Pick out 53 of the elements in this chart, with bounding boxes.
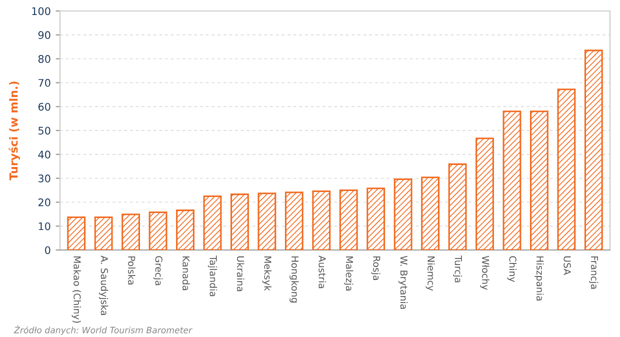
- x-tick-label: Hongkong: [290, 256, 299, 302]
- bar: [339, 189, 358, 250]
- bar: [122, 214, 140, 250]
- x-tick-label: Meksyk: [262, 256, 272, 291]
- x-tick-label: Austria: [318, 256, 326, 288]
- bar: [312, 190, 331, 250]
- x-tick-label: Francja: [589, 256, 598, 289]
- bar: [421, 176, 440, 250]
- x-tick-label: Chiny: [507, 256, 517, 282]
- bar: [366, 188, 386, 250]
- bar: [476, 138, 494, 250]
- y-axis-title: Turyści (w mln.): [8, 82, 20, 180]
- x-tick-label: Rosja: [371, 256, 380, 280]
- x-tick-label: Niemcy: [426, 256, 435, 291]
- bar: [258, 192, 276, 250]
- x-tick-label: USA: [564, 256, 571, 276]
- bar: [284, 192, 304, 250]
- bar: [203, 195, 222, 250]
- y-tick-label: 90: [38, 31, 50, 40]
- bar: [448, 163, 467, 250]
- bar: [94, 216, 113, 250]
- bar: [584, 50, 603, 250]
- bar: [67, 216, 86, 250]
- bar: [230, 194, 249, 250]
- bar: [530, 110, 548, 250]
- x-tick-label: Makao (Chiny): [72, 256, 81, 323]
- bar: [502, 110, 522, 250]
- x-tick-label: Malezja: [344, 256, 354, 290]
- y-tick-label: 70: [38, 78, 50, 87]
- y-tick-label: 20: [38, 198, 50, 206]
- y-tick-label: 30: [38, 174, 50, 182]
- bar: [148, 211, 168, 250]
- bar: [394, 178, 412, 250]
- bar: [176, 210, 194, 250]
- x-tick-label: Polska: [128, 256, 136, 284]
- y-tick-label: 0: [45, 246, 50, 254]
- x-tick-label: Ukraina: [236, 256, 244, 292]
- x-tick-label: Włochy: [480, 256, 490, 290]
- x-tick-label: Tajlandia: [208, 256, 218, 296]
- x-tick-label: Grecja: [153, 256, 163, 286]
- y-tick-label: 60: [38, 102, 50, 111]
- y-tick-label: 80: [38, 55, 50, 63]
- x-tick-label: Hiszpania: [534, 256, 544, 300]
- bar: [557, 88, 576, 250]
- x-tick-label: Turcja: [452, 256, 462, 282]
- y-tick-label: 10: [38, 222, 50, 230]
- y-tick-label: 50: [38, 126, 50, 135]
- y-tick-label: 40: [38, 150, 50, 159]
- text: Źródło danych: World Tourism Barometer: [14, 325, 193, 335]
- y-tick-label: 100: [32, 7, 50, 16]
- x-tick-label: A. Saudyjska: [98, 256, 108, 315]
- x-tick-label: Kanada: [182, 256, 190, 290]
- x-tick-label: W. Brytania: [398, 256, 408, 309]
